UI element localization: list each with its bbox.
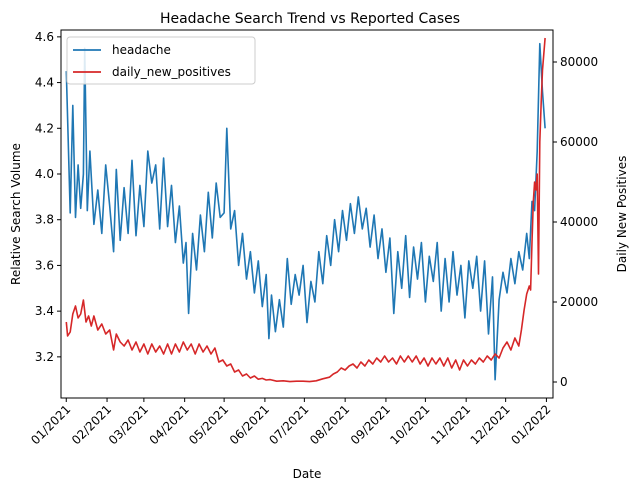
x-axis-label: Date <box>293 467 322 481</box>
legend-label-daily-new-positives: daily_new_positives <box>112 65 231 79</box>
y-left-tick-label: 4.4 <box>35 76 54 90</box>
plot-lines <box>65 37 546 383</box>
y-left-tick-label: 4.6 <box>35 30 54 44</box>
y-left-tick-label: 4.2 <box>35 121 54 135</box>
y-left-tick-label: 4.0 <box>35 167 54 181</box>
y-axis-right-label: Daily New Positives <box>615 156 629 273</box>
y-axis-right: 0 20000 40000 60000 80000 <box>553 55 598 389</box>
legend-label-headache: headache <box>112 43 171 57</box>
legend: headache daily_new_positives <box>66 36 256 85</box>
y-left-tick-label: 3.8 <box>35 213 54 227</box>
legend-box <box>66 36 256 85</box>
y-right-tick-label: 40000 <box>560 215 598 229</box>
y-right-tick-label: 60000 <box>560 135 598 149</box>
y-left-tick-label: 3.4 <box>35 304 54 318</box>
y-left-tick-label: 3.6 <box>35 258 54 272</box>
y-left-tick-label: 3.2 <box>35 350 54 364</box>
series-line-headache <box>65 42 546 381</box>
y-right-tick-label: 20000 <box>560 295 598 309</box>
y-axis-left-label: Relative Search Volume <box>9 143 23 285</box>
y-right-tick-label: 80000 <box>560 55 598 69</box>
plot-frame <box>60 29 554 399</box>
y-axis-left: 3.2 3.4 3.6 3.8 4.0 4.2 4.4 4.6 <box>35 30 61 364</box>
y-right-tick-label: 0 <box>560 375 568 389</box>
chart-title: Headache Search Trend vs Reported Cases <box>160 11 460 27</box>
series-line-daily-new-positives <box>65 37 546 383</box>
